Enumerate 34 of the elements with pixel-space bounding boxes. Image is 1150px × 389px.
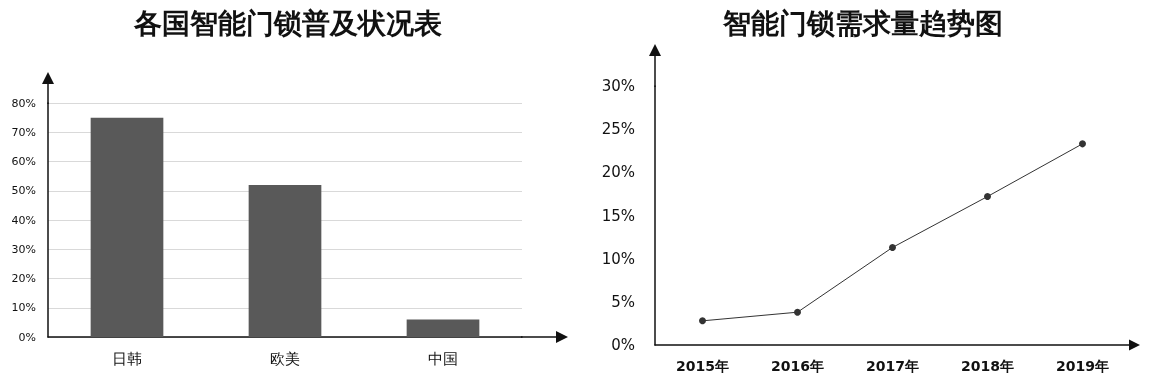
y-tick-label: 15% <box>601 206 635 225</box>
y-tick-label: 70% <box>11 125 36 139</box>
x-tick-label: 欧美 <box>270 349 300 368</box>
x-tick-label: 2017年 <box>866 358 919 374</box>
bar <box>90 117 164 337</box>
bar <box>248 184 322 337</box>
point <box>984 193 991 200</box>
y-tick-label: 10% <box>601 249 635 268</box>
x-tick-label: 2015年 <box>676 358 729 374</box>
x-tick-label: 中国 <box>428 349 458 368</box>
x-tick-label: 日韩 <box>112 349 142 368</box>
y-tick-label: 5% <box>611 292 635 311</box>
point <box>889 243 896 251</box>
x-tick-label: 2019年 <box>1056 358 1109 374</box>
bar <box>406 319 480 337</box>
y-tick-label: 30% <box>601 77 635 95</box>
y-tick-label: 20% <box>601 163 635 182</box>
y-tick-label: 0% <box>611 336 635 354</box>
x-tick-label: 2016年 <box>771 358 824 374</box>
chart-title: 各国智能门锁普及状况表 <box>132 6 442 40</box>
y-tick-label: 80% <box>11 96 36 110</box>
y-tick-label: 20% <box>11 272 36 285</box>
y-tick-label: 50% <box>11 184 36 198</box>
y-tick-label: 10% <box>11 301 36 315</box>
x-tick-label: 2018年 <box>961 358 1014 374</box>
y-tick-label: 30% <box>11 242 36 256</box>
point <box>794 308 801 316</box>
chart-title: 智能门锁需求量趋势图 <box>721 6 1003 40</box>
point <box>699 317 706 325</box>
point <box>1079 140 1086 148</box>
y-tick-label: 60% <box>11 155 36 168</box>
y-tick-label: 0% <box>18 330 36 344</box>
y-tick-label: 40% <box>11 213 36 227</box>
y-tick-label: 25% <box>601 120 635 139</box>
